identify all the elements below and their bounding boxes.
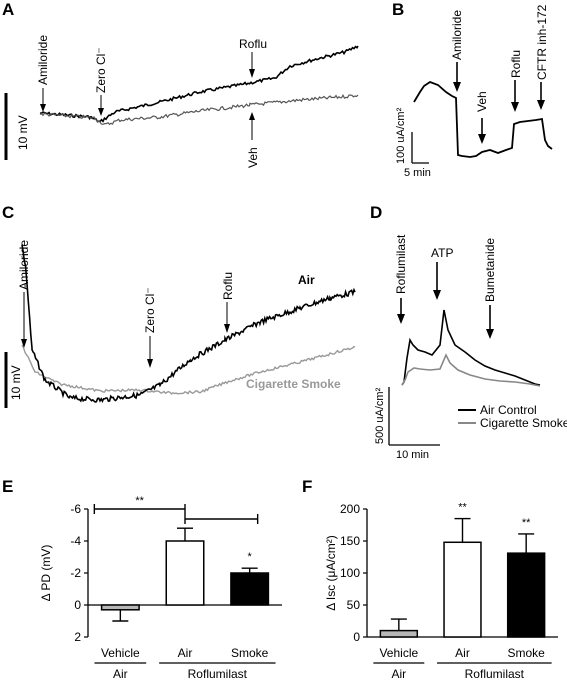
panel-e-chart: -6 -4 -2 0 2 Δ PD (mV) Vehicle Air * Smoke Air Rofl… (39, 495, 282, 681)
bar (165, 540, 205, 606)
panel-a-zerocl-label: Zero Cl⁻ (94, 47, 108, 93)
category-label: Air (178, 646, 193, 660)
panel-c-zerocl-arrowhead (147, 359, 153, 368)
panel-d-trace: 500 uA/cm² 10 min Roflumilast ATP Bumeta… (374, 234, 567, 461)
panel-b-trace: 100 uA/cm² 5 min Amiloride Veh Roflu CFT… (395, 4, 553, 179)
panel-c-smoke-label: Cigarette Smoke (246, 377, 341, 391)
y-tick-label: -6 (70, 502, 81, 516)
panel-b-roflu-arrowhead (511, 102, 519, 112)
panel-d-atp-label: ATP (431, 246, 453, 260)
category-label: Vehicle (101, 646, 140, 660)
panel-f-chart: 0 50 100 150 200 Δ Isc (μA/cm²) Vehicle ** Air **… (324, 502, 558, 681)
panel-a-zerocl-arrowhead (98, 108, 104, 116)
panel-c-roflu-label: Roflu (221, 272, 235, 300)
panel-b-amiloride-arrowhead (453, 82, 461, 92)
panel-c-amiloride-arrowhead (21, 339, 27, 348)
y-tick-label: 2 (74, 630, 81, 644)
panel-c-trace: 10 mV Amiloride Zero Cl⁻ Roflu Air Cigar… (4, 240, 356, 408)
bracket-significance: ** (135, 495, 144, 507)
category-label: Smoke (231, 646, 269, 660)
panel-d-legend-smoke: Cigarette Smoke (480, 416, 567, 430)
group-label: Roflumilast (188, 667, 248, 681)
panel-b-amiloride-label: Amiloride (450, 10, 464, 60)
y-tick-label: 100 (340, 566, 360, 580)
panel-d-scale-x: 10 min (396, 449, 429, 461)
category-label: Smoke (507, 646, 545, 660)
panel-c-scale-label: 10 mV (9, 365, 23, 400)
y-axis-label: Δ Isc (μA/cm²) (324, 535, 338, 611)
panel-d-bumetanide-arrowhead (486, 329, 494, 339)
panel-d-smoke-trace (401, 353, 541, 387)
y-tick-label: 150 (340, 534, 360, 548)
panel-a-trace: 10 mV Amiloride Zero Cl⁻ Roflu Veh (4, 35, 359, 168)
panel-a-roflu-arrowhead (249, 69, 255, 78)
panel-label-c: C (2, 203, 14, 222)
panel-a-veh-trace (39, 93, 359, 126)
significance-mark: * (248, 551, 253, 563)
y-tick-label: 200 (340, 502, 360, 516)
panel-a-veh-arrowhead (249, 112, 255, 120)
panel-c-roflu-arrowhead (224, 324, 230, 333)
group-label: Roflumilast (465, 667, 525, 681)
panel-b-cftr-label: CFTR inh-172 (535, 4, 549, 80)
panel-b-isc-trace (413, 80, 553, 158)
panel-a-scale-label: 10 mV (16, 115, 30, 150)
significance-mark: ** (522, 517, 531, 529)
bar (100, 604, 140, 611)
significance-mark: ** (458, 502, 467, 514)
y-tick-label: -2 (70, 566, 81, 580)
panel-c-zerocl-label: Zero Cl⁻ (143, 287, 157, 333)
bar (443, 541, 482, 638)
panel-d-roflumilast-label: Roflumilast (394, 234, 408, 294)
panel-a-amiloride-label: Amiloride (36, 35, 50, 85)
panel-d-scale-y: 500 uA/cm² (374, 387, 386, 444)
y-tick-label: -4 (70, 534, 81, 548)
panel-c-smoke-trace (21, 344, 356, 395)
panel-a-amiloride-arrowhead (40, 104, 46, 112)
panel-a-roflu-trace (39, 45, 359, 123)
panel-b-cftr-arrowhead (537, 100, 545, 110)
panel-d-atp-arrowhead (433, 290, 441, 300)
panel-b-scale-y: 100 uA/cm² (395, 107, 407, 164)
y-tick-label: 0 (353, 630, 360, 644)
bar (379, 629, 419, 638)
group-label: Air (391, 667, 406, 681)
panel-b-roflu-label: Roflu (509, 50, 523, 78)
bar (506, 552, 546, 638)
panel-label-a: A (2, 0, 14, 19)
panel-c-air-trace (21, 244, 356, 403)
y-tick-label: 50 (347, 598, 361, 612)
panel-d-air-trace (401, 309, 541, 386)
panel-d-roflumilast-arrowhead (397, 314, 405, 324)
panel-c-amiloride-label: Amiloride (17, 240, 31, 290)
panel-c-air-label: Air (298, 273, 315, 287)
panel-label-d: D (370, 203, 382, 222)
panel-d-legend-air: Air Control (480, 403, 537, 417)
panel-b-veh-label: Veh (475, 91, 489, 112)
y-tick-label: 0 (74, 598, 81, 612)
panel-a-roflu-label: Roflu (239, 37, 267, 51)
panel-d-bumetanide-label: Bumetanide (483, 238, 497, 302)
y-axis-label: Δ PD (mV) (39, 545, 53, 602)
panel-a-veh-label: Veh (246, 147, 260, 168)
panel-label-b: B (392, 0, 404, 19)
category-label: Vehicle (379, 646, 418, 660)
panel-b-veh-arrowhead (478, 134, 486, 144)
panel-b-scale-x: 5 min (404, 167, 431, 179)
panel-label-f: F (302, 477, 312, 496)
panel-label-e: E (2, 477, 13, 496)
group-label: Air (113, 667, 128, 681)
category-label: Air (455, 646, 470, 660)
bar (230, 572, 270, 606)
